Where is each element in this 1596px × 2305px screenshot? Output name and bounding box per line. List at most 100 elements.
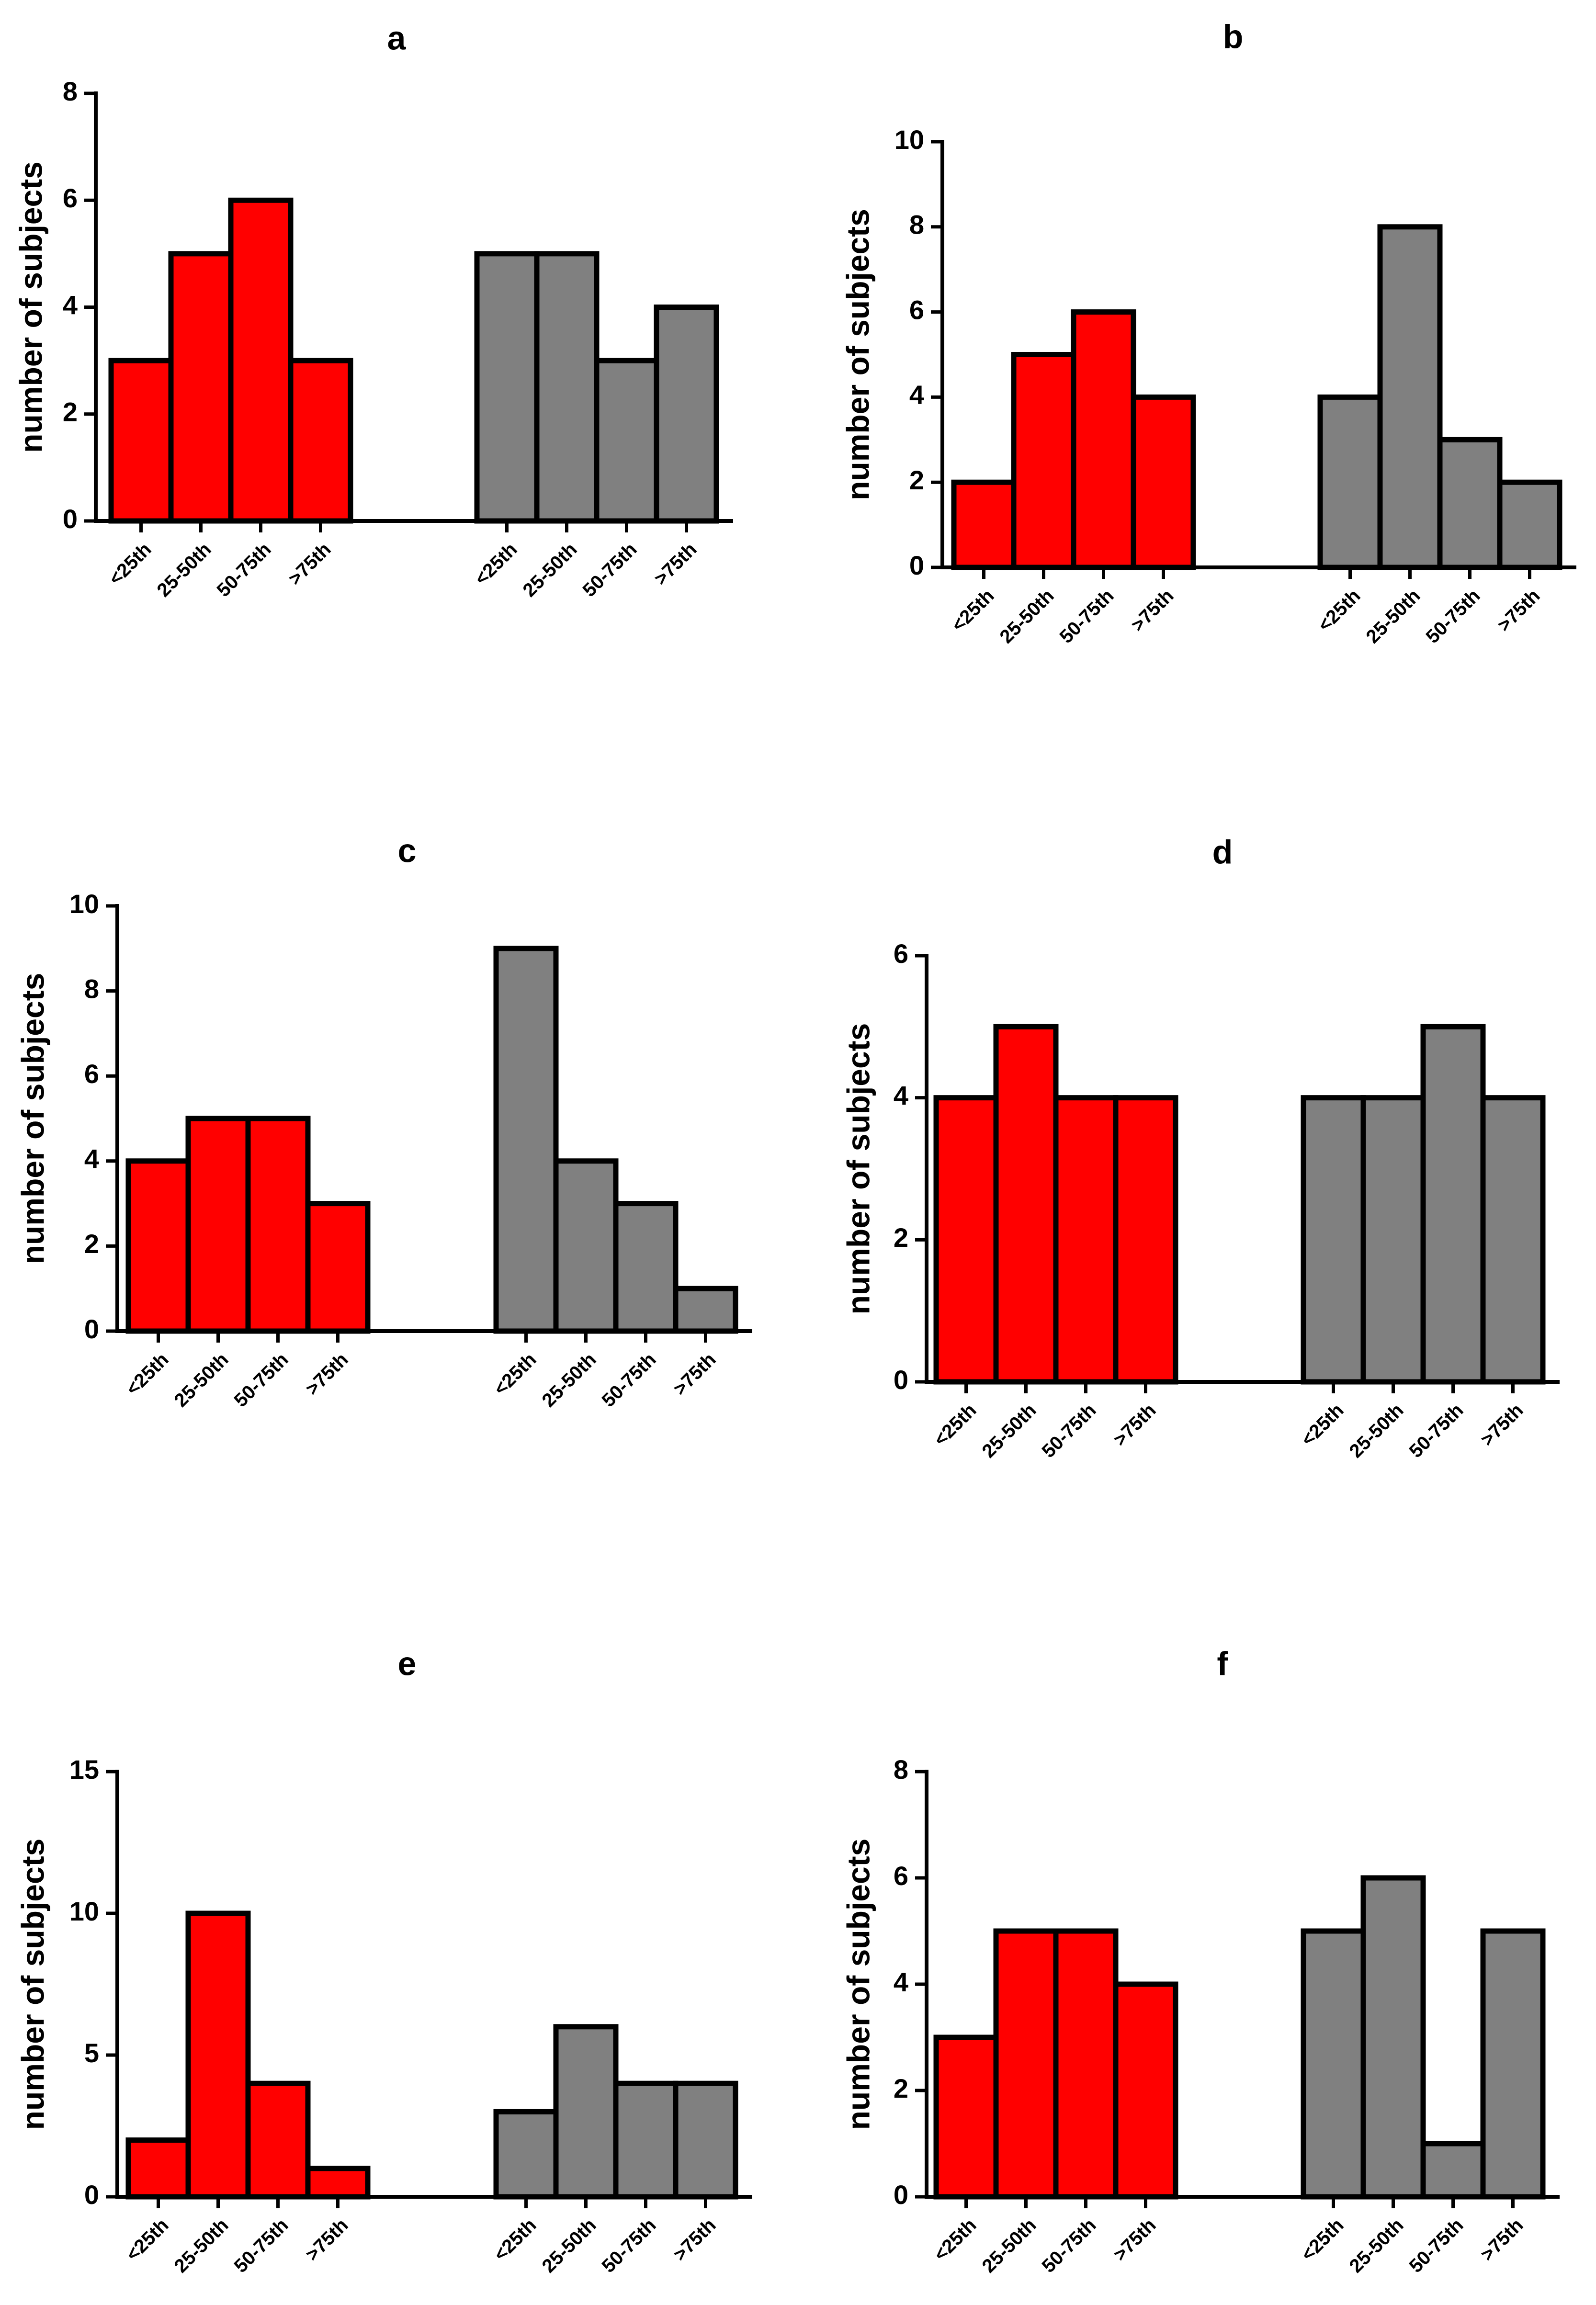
bar-f-gray-3 xyxy=(1420,2141,1486,2200)
bar-e-red-1 xyxy=(125,2137,191,2200)
y-tick-label-a-2: 2 xyxy=(63,397,78,427)
bar-f-red-3 xyxy=(1053,1928,1119,2200)
y-tick-label-b-0: 0 xyxy=(909,550,924,580)
panel-title-f: f xyxy=(1217,1645,1228,1682)
y-tick-label-d-0: 0 xyxy=(894,1365,908,1395)
bar-e-gray-4 xyxy=(673,2080,738,2200)
x-tick-label-d-1-1: <25th xyxy=(930,1400,981,1450)
bar-d-gray-2 xyxy=(1360,1095,1426,1385)
y-axis-label-c: number of subjects xyxy=(15,973,50,1265)
y-tick-label-c-6: 6 xyxy=(84,1059,99,1089)
y-tick-label-f-0: 0 xyxy=(894,2180,908,2210)
bar-e-red-3 xyxy=(245,2080,311,2200)
x-tick-label-a-1-2: 25-50th xyxy=(153,539,215,601)
bar-d-red-1 xyxy=(933,1095,999,1385)
x-tick-label-f-1-4: >75th xyxy=(1109,2215,1160,2265)
y-tick-label-f-2: 2 xyxy=(894,2073,908,2103)
x-tick-label-f-2-1: <25th xyxy=(1297,2215,1348,2265)
x-tick-label-c-2-2: 25-50th xyxy=(538,1349,600,1411)
y-tick-label-f-6: 6 xyxy=(894,1861,908,1891)
x-tick-label-e-1-2: 25-50th xyxy=(170,2215,233,2277)
y-tick-label-b-10: 10 xyxy=(894,124,924,155)
x-tick-label-f-2-3: 50-75th xyxy=(1405,2215,1468,2277)
bar-c-red-4 xyxy=(305,1201,371,1334)
bar-c-gray-1 xyxy=(493,946,559,1334)
bar-a-red-1 xyxy=(108,358,174,524)
x-tick-label-c-1-3: 50-75th xyxy=(230,1349,293,1411)
bar-c-red-2 xyxy=(185,1116,251,1334)
bar-e-red-4 xyxy=(305,2166,371,2200)
panel-title-b: b xyxy=(1223,18,1244,55)
x-tick-label-b-1-3: 50-75th xyxy=(1056,585,1118,647)
bar-d-red-3 xyxy=(1053,1095,1119,1385)
bar-a-red-2 xyxy=(168,251,234,524)
y-tick-label-f-4: 4 xyxy=(894,1967,908,1997)
bar-b-red-3 xyxy=(1071,309,1136,570)
bar-d-gray-1 xyxy=(1301,1095,1366,1385)
bar-a-red-4 xyxy=(288,358,353,524)
bar-f-gray-1 xyxy=(1301,1928,1366,2200)
x-tick-label-f-1-3: 50-75th xyxy=(1038,2215,1100,2277)
bar-d-red-2 xyxy=(993,1024,1059,1385)
x-tick-label-e-1-3: 50-75th xyxy=(230,2215,293,2277)
x-tick-label-f-1-2: 25-50th xyxy=(978,2215,1041,2277)
bar-b-red-1 xyxy=(951,479,1017,570)
x-tick-label-b-1-2: 25-50th xyxy=(996,585,1058,647)
y-tick-label-d-2: 2 xyxy=(894,1222,908,1253)
y-axis-label-e: number of subjects xyxy=(15,1839,50,2130)
y-tick-label-e-15: 15 xyxy=(69,1754,99,1785)
bar-c-red-3 xyxy=(245,1116,311,1334)
bar-a-gray-1 xyxy=(474,251,540,524)
y-axis-label-f: number of subjects xyxy=(840,1839,876,2130)
bar-d-gray-3 xyxy=(1420,1024,1486,1385)
x-tick-label-e-1-4: >75th xyxy=(302,2215,352,2265)
x-tick-label-d-2-1: <25th xyxy=(1297,1400,1348,1450)
x-tick-label-f-2-2: 25-50th xyxy=(1346,2215,1408,2277)
x-tick-label-e-1-1: <25th xyxy=(122,2215,173,2265)
y-tick-label-a-0: 0 xyxy=(63,504,78,534)
x-tick-label-a-1-3: 50-75th xyxy=(213,539,275,601)
x-tick-label-b-2-2: 25-50th xyxy=(1362,585,1425,647)
bar-c-gray-4 xyxy=(673,1286,738,1334)
y-tick-label-c-10: 10 xyxy=(69,889,99,919)
bar-d-gray-4 xyxy=(1480,1095,1546,1385)
x-tick-label-b-2-3: 50-75th xyxy=(1422,585,1484,647)
x-tick-label-e-2-2: 25-50th xyxy=(538,2215,600,2277)
y-tick-label-c-8: 8 xyxy=(84,973,99,1004)
x-tick-label-d-2-4: >75th xyxy=(1477,1400,1528,1450)
y-tick-label-d-4: 4 xyxy=(894,1080,908,1110)
x-tick-label-c-2-3: 50-75th xyxy=(598,1349,660,1411)
x-tick-label-c-1-4: >75th xyxy=(302,1349,352,1400)
y-tick-label-b-4: 4 xyxy=(909,380,924,410)
x-tick-label-d-2-2: 25-50th xyxy=(1346,1400,1408,1462)
bar-b-gray-1 xyxy=(1317,394,1383,570)
bar-f-gray-2 xyxy=(1360,1875,1426,2200)
y-tick-label-b-2: 2 xyxy=(909,465,924,495)
bar-a-gray-2 xyxy=(534,251,600,524)
bar-b-gray-3 xyxy=(1437,437,1503,570)
y-tick-label-e-5: 5 xyxy=(84,2038,99,2068)
bar-e-red-2 xyxy=(185,1910,251,2200)
x-tick-label-a-1-1: <25th xyxy=(105,539,156,589)
bar-f-red-1 xyxy=(933,2034,999,2200)
y-tick-label-c-2: 2 xyxy=(84,1229,99,1259)
x-tick-label-a-2-3: 50-75th xyxy=(579,539,641,601)
bar-a-red-3 xyxy=(228,197,294,524)
y-axis-label-b: number of subjects xyxy=(840,209,875,500)
x-tick-label-c-1-1: <25th xyxy=(122,1349,173,1400)
x-tick-label-b-1-1: <25th xyxy=(948,585,998,636)
bar-b-gray-4 xyxy=(1497,479,1562,570)
bar-d-red-4 xyxy=(1113,1095,1178,1385)
y-tick-label-d-6: 6 xyxy=(894,938,908,969)
x-tick-label-a-2-4: >75th xyxy=(650,539,701,589)
x-tick-label-b-1-4: >75th xyxy=(1127,585,1178,636)
y-axis-label-d: number of subjects xyxy=(840,1023,876,1315)
x-tick-label-f-2-4: >75th xyxy=(1477,2215,1528,2265)
y-tick-label-a-4: 4 xyxy=(63,290,78,320)
x-tick-label-b-2-4: >75th xyxy=(1494,585,1544,636)
x-tick-label-b-2-1: <25th xyxy=(1314,585,1365,636)
y-tick-label-c-4: 4 xyxy=(84,1144,99,1174)
y-tick-label-a-8: 8 xyxy=(63,76,78,106)
